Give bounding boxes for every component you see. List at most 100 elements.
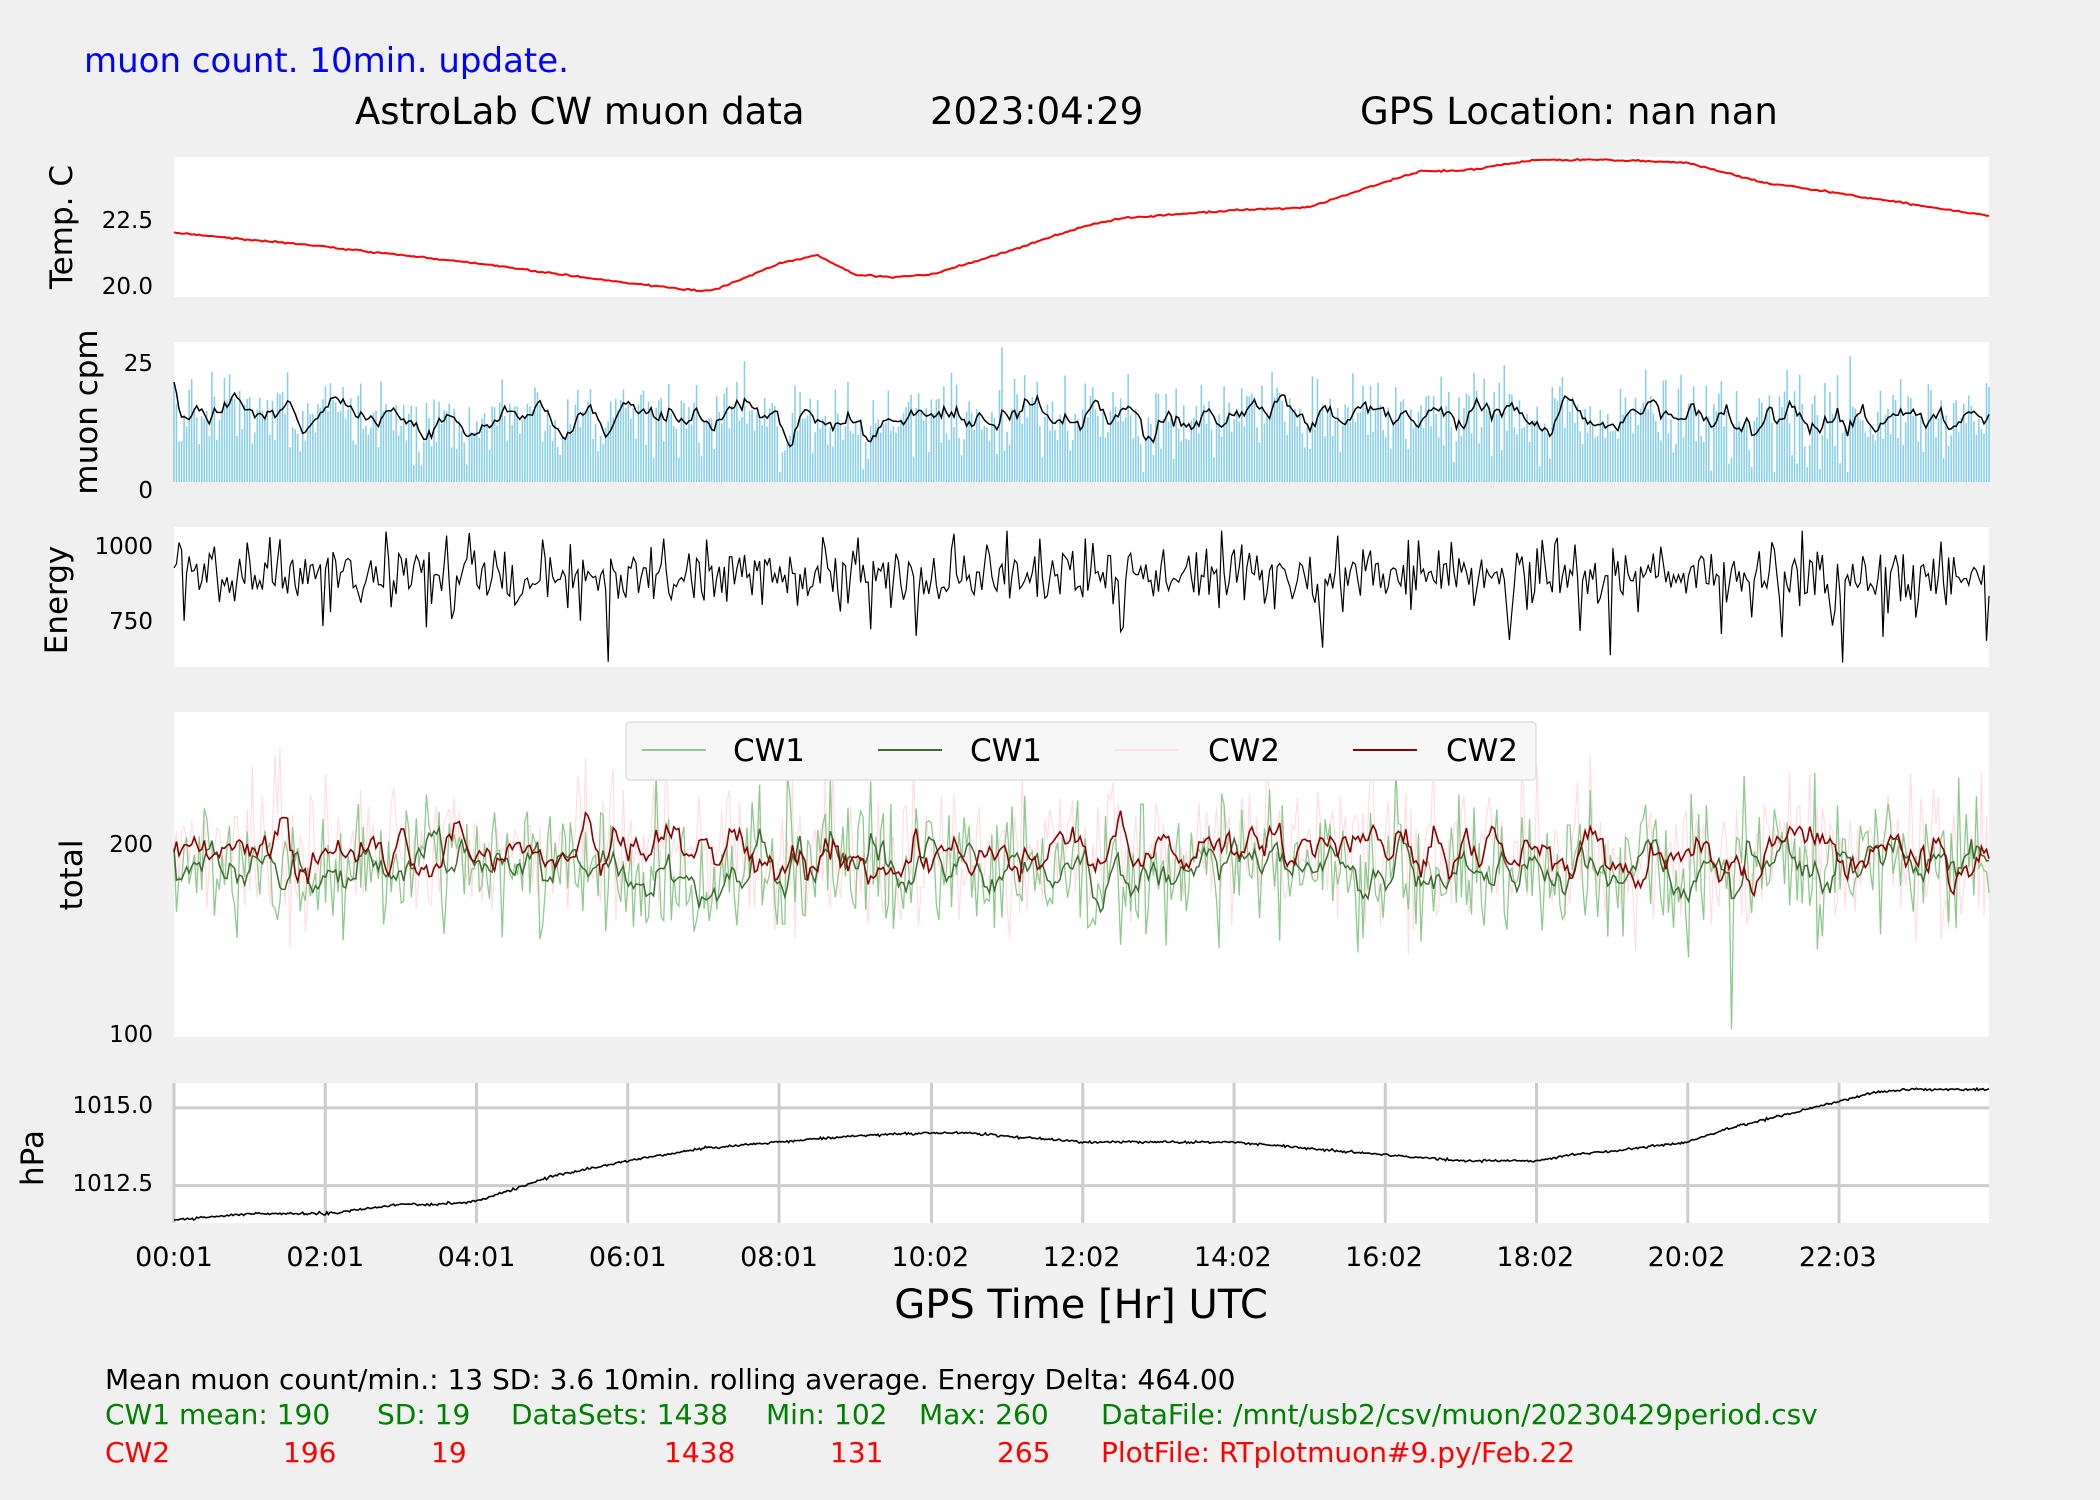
muon-bar: [1364, 407, 1367, 482]
muon-bar: [178, 441, 180, 482]
muon-bar: [503, 416, 506, 482]
energy-ylabel: Energy: [39, 546, 75, 655]
muon-bar: [1324, 436, 1326, 482]
muon-bar: [556, 447, 559, 482]
legend: CW1 CW1 CW2 CW2: [625, 721, 1537, 781]
muon-bar: [1427, 395, 1430, 482]
muon-bar: [274, 439, 276, 482]
muon-bar: [1902, 444, 1904, 482]
muon-bar: [1685, 416, 1687, 482]
cw1-max: Max: 260: [919, 1398, 1049, 1431]
muon-bar: [1493, 391, 1495, 482]
muon-bar: [1190, 420, 1193, 482]
muon-bar: [423, 441, 425, 482]
x-tick-label: 18:02: [1496, 1242, 1574, 1273]
muon-bar: [1538, 466, 1541, 482]
muon-bar: [1541, 428, 1543, 482]
muon-bar: [317, 404, 319, 482]
muon-bar: [584, 411, 587, 482]
muon-bar: [1543, 423, 1546, 482]
muon-bar: [1223, 386, 1225, 482]
muon-bar: [1286, 434, 1289, 482]
muon-ytick-1: 25: [124, 351, 153, 377]
muon-bar: [312, 413, 314, 482]
muon-bar: [241, 428, 243, 482]
muon-bar: [1046, 404, 1049, 482]
muon-bar: [857, 434, 859, 482]
muon-bar: [309, 414, 312, 482]
muon-bar: [986, 427, 988, 482]
muon-bar: [1165, 393, 1167, 482]
muon-bar: [604, 427, 607, 482]
muon-bar: [1160, 448, 1162, 482]
muon-bar: [763, 397, 766, 482]
muon-bar: [905, 407, 907, 482]
muon-bar: [632, 408, 635, 482]
muon-bar: [1925, 428, 1927, 482]
muon-bar: [660, 397, 662, 482]
muon-bar: [953, 427, 955, 482]
muon-bar: [1864, 432, 1867, 482]
muon-bar: [804, 418, 806, 482]
muon-bar: [1137, 435, 1140, 482]
muon-bar: [733, 405, 736, 482]
muon-bar: [758, 416, 761, 482]
muon-bar: [238, 391, 241, 482]
muon-bar: [1518, 400, 1521, 482]
muon-bar: [1195, 405, 1198, 482]
muon-bar: [1102, 411, 1104, 482]
cw2-mean: 196: [283, 1436, 336, 1469]
muon-bar: [463, 442, 466, 482]
muon-bar: [827, 444, 829, 482]
muon-bar: [801, 418, 804, 482]
muon-bar: [1374, 410, 1377, 482]
muon-bar: [400, 425, 402, 482]
muon-bar: [1801, 403, 1803, 482]
muon-bar: [1862, 420, 1864, 482]
muon-bar: [675, 428, 678, 482]
muon-bar: [231, 398, 233, 482]
muon-bar: [1768, 395, 1771, 482]
muon-bar: [1109, 411, 1112, 482]
muon-bar: [410, 405, 413, 482]
muon-bar: [582, 411, 584, 482]
muon-bar: [521, 419, 524, 482]
muon-bar: [963, 439, 965, 482]
muon-bar: [1771, 422, 1773, 482]
cw2-min: 131: [830, 1436, 883, 1469]
muon-bar: [1947, 445, 1950, 482]
muon-bar: [832, 446, 834, 482]
muon-bar: [1667, 433, 1670, 482]
muon-bar: [779, 472, 781, 482]
muon-bar: [261, 410, 264, 482]
muon-bar: [1003, 450, 1006, 482]
x-tick-label: 08:01: [740, 1242, 818, 1273]
muon-bar: [973, 429, 975, 482]
muon-bar: [395, 405, 397, 482]
muon-bar: [1639, 408, 1642, 482]
muon-bar: [1377, 382, 1379, 482]
muon-bar: [175, 403, 178, 482]
muon-bar: [1859, 419, 1862, 482]
muon-bar: [1021, 424, 1023, 482]
muon-bar: [1857, 414, 1859, 482]
muon-bar: [498, 402, 501, 482]
muon-bar: [572, 433, 574, 482]
muon-bar: [1432, 396, 1435, 482]
muon-bar: [1690, 405, 1692, 482]
muon-bar: [1836, 375, 1839, 482]
muon-bar: [892, 426, 895, 482]
legend-cw1-raw: CW1: [733, 733, 805, 769]
muon-bar: [688, 407, 690, 482]
muon-bar: [882, 424, 885, 482]
muon-bar: [1503, 365, 1506, 482]
muon-bar: [183, 414, 185, 482]
muon-bar: [327, 411, 329, 482]
muon-bar: [1294, 408, 1296, 482]
muon-bar: [1968, 395, 1970, 482]
muon-bar: [1188, 440, 1190, 482]
muon-bar: [1516, 434, 1518, 482]
muon-bar: [1965, 422, 1968, 482]
muon-bar: [1473, 373, 1475, 482]
muon-bar: [1006, 431, 1008, 482]
